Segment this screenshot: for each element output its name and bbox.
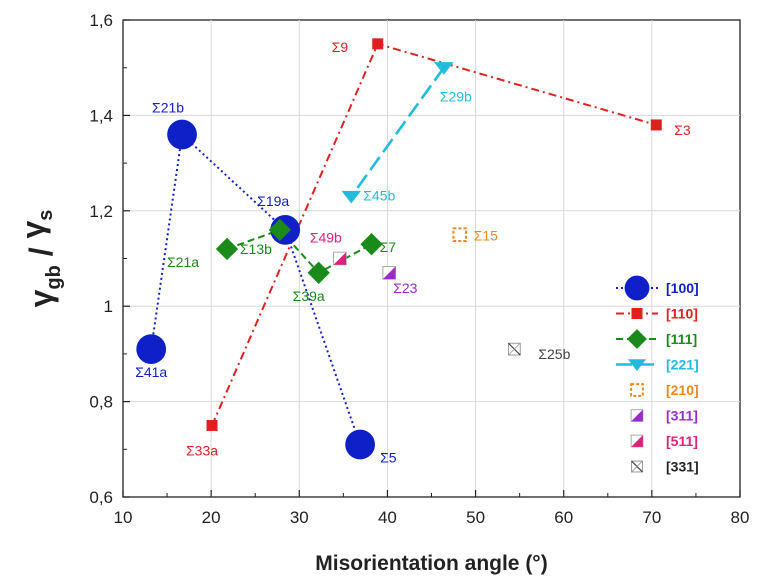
data-point	[345, 429, 375, 460]
legend-entry: [221]	[616, 357, 699, 373]
legend-entry: [100]	[616, 275, 699, 301]
x-tick-labels: 10 20 30 40 50 60 70 80	[114, 508, 750, 527]
data-point	[268, 218, 292, 242]
x-axis-title: Misorientation angle (°)	[315, 552, 547, 575]
data-point	[630, 434, 644, 448]
point-label: Σ23	[393, 280, 417, 296]
data-point	[630, 409, 644, 422]
point-label: Σ7	[380, 239, 397, 255]
grid	[123, 20, 740, 497]
series-markers	[136, 38, 662, 460]
legend-entry: [111]	[616, 329, 697, 349]
data-point	[215, 237, 239, 261]
point-label: Σ21a	[167, 254, 199, 270]
data-point	[631, 460, 643, 473]
x-tick-label: 50	[466, 508, 485, 527]
data-point	[341, 190, 362, 204]
data-point	[136, 334, 167, 365]
legend-label: [100]	[666, 280, 699, 296]
x-tick-label: 10	[114, 508, 133, 527]
data-point	[167, 119, 197, 150]
point-label: Σ33a	[186, 442, 218, 458]
point-label: Σ29b	[440, 89, 472, 105]
data-point	[333, 251, 347, 266]
legend-label: [221]	[666, 357, 699, 373]
y-axis-title: γgb / γs	[15, 210, 65, 308]
legend-label: [311]	[666, 408, 698, 424]
legend: [100] [110] [111] [221] [210] [311] [511] [331]	[616, 275, 699, 475]
point-label: Σ15	[474, 228, 498, 244]
data-point	[627, 359, 647, 371]
x-tick-label: 80	[731, 508, 750, 527]
legend-entry: [210]	[630, 382, 699, 398]
legend-entry: [110]	[616, 306, 698, 322]
point-label: Σ49b	[310, 230, 342, 246]
legend-entry: [511]	[630, 433, 698, 449]
series-line-3	[350, 66, 445, 198]
point-label: Σ21b	[152, 99, 184, 115]
data-point	[631, 308, 643, 319]
legend-label: [111]	[666, 331, 697, 347]
axis-ticks	[122, 19, 741, 498]
y-axis-title-part: γ	[15, 221, 51, 239]
x-tick-label: 60	[554, 508, 573, 527]
data-point	[650, 119, 662, 131]
y-tick-label: 1	[104, 297, 113, 316]
y-axis-title-part: gb	[43, 265, 65, 289]
y-tick-label: 1,4	[89, 106, 113, 125]
legend-label: [511]	[666, 433, 698, 449]
y-tick-label: 0,8	[89, 393, 113, 412]
data-point	[206, 419, 218, 431]
x-tick-label: 30	[290, 508, 309, 527]
point-label: Σ39a	[293, 288, 325, 304]
series-line-0	[150, 132, 362, 445]
data-point	[507, 342, 521, 356]
y-axis-title-part: /	[23, 239, 59, 266]
point-label: Σ9	[332, 39, 349, 55]
point-annotations: Σ41a Σ21b Σ19a Σ5 Σ33a Σ9 Σ3 Σ21a Σ13b Σ39a Σ7 Σ29b…	[135, 39, 691, 466]
y-tick-label: 1,2	[89, 202, 113, 221]
point-label: Σ5	[380, 450, 397, 466]
data-point	[372, 38, 384, 50]
legend-entry: [311]	[630, 408, 698, 424]
point-label: Σ19a	[257, 193, 289, 209]
x-tick-label: 20	[202, 508, 221, 527]
legend-label: [210]	[666, 382, 699, 398]
legend-entry: [331]	[631, 459, 699, 475]
y-tick-label: 1,6	[89, 11, 113, 30]
x-tick-label: 40	[378, 508, 397, 527]
point-label: Σ25b	[538, 346, 570, 362]
y-tick-labels: 0,6 0,8 1 1,2 1,4 1,6	[89, 11, 113, 507]
point-label: Σ13b	[240, 241, 272, 257]
point-label: Σ3	[674, 122, 691, 138]
y-tick-label: 0,6	[89, 488, 113, 507]
data-point	[630, 383, 644, 397]
x-tick-label: 70	[642, 508, 661, 527]
data-point	[360, 233, 383, 256]
point-label: Σ41a	[135, 364, 167, 380]
data-point	[307, 261, 330, 284]
data-point	[452, 227, 468, 242]
data-point	[627, 329, 647, 349]
data-point	[434, 62, 454, 75]
point-label: Σ45b	[363, 187, 395, 203]
legend-label: [110]	[666, 306, 698, 322]
data-point	[624, 275, 650, 301]
legend-label: [331]	[666, 459, 699, 475]
y-axis-title-part: s	[35, 210, 57, 221]
data-point	[382, 266, 396, 280]
y-axis-title-part: γ	[23, 289, 59, 307]
